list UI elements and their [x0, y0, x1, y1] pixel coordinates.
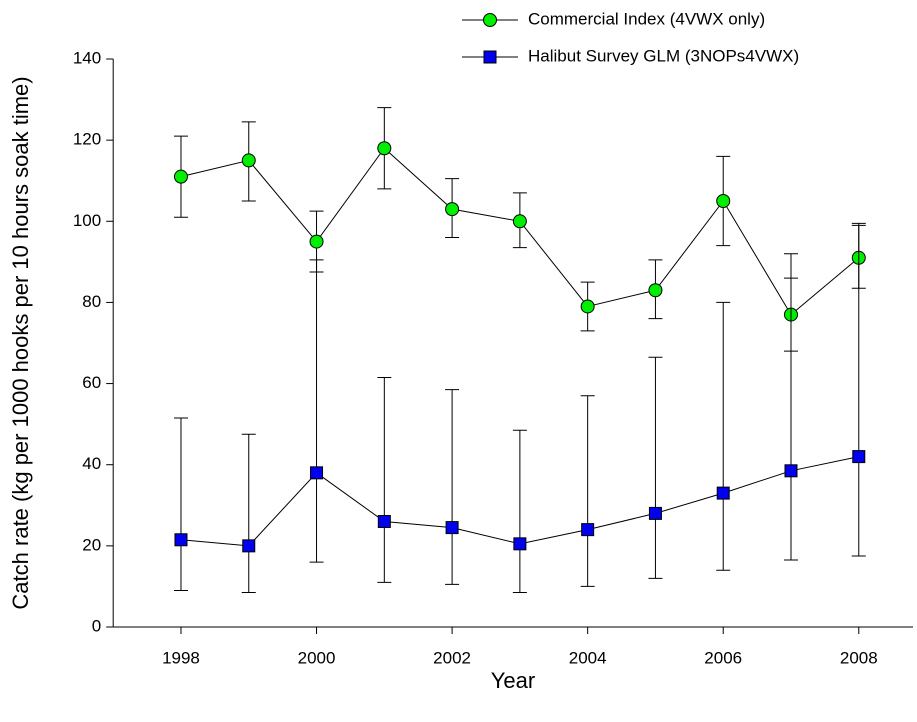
data-point: [173, 169, 188, 184]
data-point: [580, 299, 595, 314]
error-bar: [241, 433, 256, 594]
y-tick-label: 60: [82, 373, 101, 392]
data-point: [242, 539, 256, 553]
x-axis-label: Year: [491, 668, 535, 693]
data-point: [513, 537, 527, 551]
y-tick-label: 100: [73, 211, 101, 230]
data-point: [716, 486, 730, 500]
error-bar: [851, 222, 866, 557]
error-bar: [580, 395, 595, 587]
data-point: [445, 202, 460, 217]
error-bar: [648, 356, 663, 579]
data-point: [784, 464, 798, 478]
y-tick-label: 120: [73, 130, 101, 149]
data-point: [716, 194, 731, 208]
error-bar: [445, 389, 460, 585]
error-bar: [716, 301, 731, 571]
y-tick-label: 40: [82, 454, 101, 473]
error-bar: [173, 417, 188, 591]
data-point: [377, 515, 391, 529]
x-tick-label: 1998: [162, 648, 200, 667]
legend-marker: [483, 13, 497, 27]
x-tick-label: 2000: [298, 648, 336, 667]
data-point: [648, 283, 663, 298]
legend-marker: [483, 50, 497, 64]
x-tick-label: 2008: [840, 648, 878, 667]
data-point: [241, 153, 256, 168]
x-tick-label: 2004: [569, 648, 607, 667]
x-tick-label: 2006: [704, 648, 742, 667]
error-bar: [783, 277, 798, 561]
error-bar: [309, 259, 324, 563]
data-point: [309, 234, 324, 249]
y-axis-label: Catch rate (kg per 1000 hooks per 10 hou…: [8, 76, 33, 609]
data-point: [310, 466, 324, 480]
legend-label: Halibut Survey GLM (3NOPs4VWX): [528, 46, 799, 65]
error-bar: [377, 376, 392, 583]
data-point: [174, 533, 188, 547]
y-tick-label: 80: [82, 292, 101, 311]
data-point: [377, 141, 392, 156]
data-point: [852, 450, 866, 464]
error-bar: [512, 429, 527, 594]
y-tick-label: 0: [92, 616, 101, 635]
legend-label: Commercial Index (4VWX only): [528, 9, 765, 28]
x-tick-label: 2002: [433, 648, 471, 667]
data-point: [581, 523, 595, 537]
data-point: [445, 521, 459, 535]
y-tick-label: 20: [82, 535, 101, 554]
data-point: [648, 506, 662, 520]
data-point: [512, 214, 527, 229]
y-tick-label: 140: [73, 48, 101, 67]
